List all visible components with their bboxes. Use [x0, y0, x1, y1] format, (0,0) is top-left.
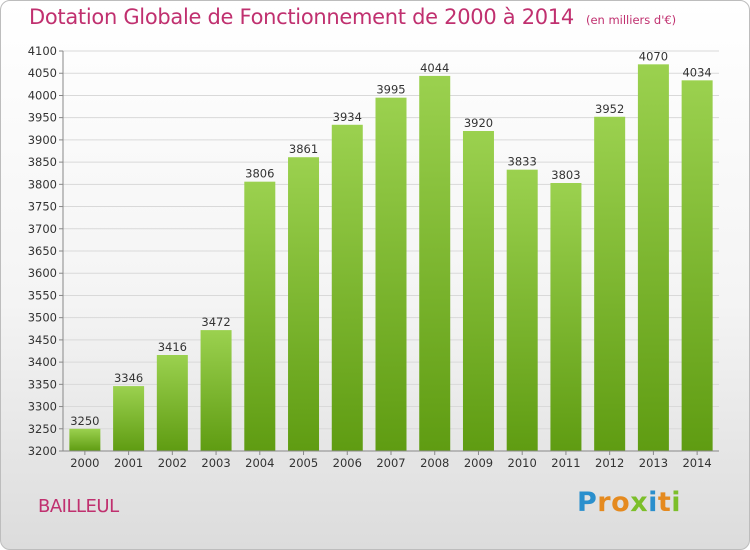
y-tick-label: 3850: [28, 155, 57, 169]
y-tick-label: 3450: [28, 333, 57, 347]
chart-unit-note: (en milliers d'€): [585, 13, 677, 27]
data-label: 3861: [289, 142, 318, 156]
x-tick-label: 2000: [70, 456, 99, 470]
data-label: 4044: [420, 61, 449, 75]
x-tick-label: 2008: [420, 456, 449, 470]
bar: [681, 80, 713, 451]
bar: [288, 157, 320, 451]
data-label: 3416: [158, 340, 187, 354]
y-tick-label: 3250: [28, 422, 57, 436]
logo-letter: i: [648, 487, 658, 518]
bar: [375, 97, 407, 452]
y-tick-label: 3300: [28, 400, 57, 414]
x-tick-label: 2007: [376, 456, 405, 470]
bar: [637, 64, 669, 452]
y-tick-label: 3700: [28, 222, 57, 236]
proxiti-logo: Proxiti: [577, 487, 681, 518]
chart-title-block: Dotation Globale de Fonctionnement de 20…: [29, 5, 676, 29]
axes: 3200 3250 3300 3350 3400 3450 3500 3550 3600 3650…: [28, 44, 719, 470]
logo-letter: x: [630, 487, 649, 518]
y-tick-label: 4050: [28, 66, 57, 80]
data-label: 4034: [682, 65, 711, 79]
y-tick-label: 3650: [28, 244, 57, 258]
bar: [506, 169, 538, 451]
y-tick-label: 4100: [28, 44, 57, 58]
data-label: 3472: [201, 315, 230, 329]
data-label: 3806: [245, 167, 274, 181]
x-tick-label: 2010: [508, 456, 537, 470]
y-tick-label: 3550: [28, 288, 57, 302]
x-tick-label: 2013: [639, 456, 668, 470]
logo-letter: i: [671, 487, 682, 518]
chart-title: Dotation Globale de Fonctionnement de 20…: [29, 5, 574, 29]
y-tick-label: 3750: [28, 200, 57, 214]
x-tick-label: 2001: [114, 456, 143, 470]
x-tick-label: 2004: [245, 456, 274, 470]
y-tick-label: 3200: [28, 444, 57, 458]
data-label: 3920: [464, 116, 493, 130]
data-label: 3803: [551, 168, 580, 182]
data-label: 3934: [333, 110, 362, 124]
y-tick-label: 3350: [28, 377, 57, 391]
x-tick-label: 2002: [158, 456, 187, 470]
logo-letter: r: [597, 487, 612, 518]
data-label: 3346: [114, 371, 143, 385]
x-tick-label: 2005: [289, 456, 318, 470]
bar: [550, 183, 582, 451]
x-tick-label: 2009: [464, 456, 493, 470]
bar: [419, 75, 451, 451]
y-tick-label: 3400: [28, 355, 57, 369]
y-tick-label: 3600: [28, 266, 57, 280]
y-tick-label: 3800: [28, 177, 57, 191]
logo-letter: P: [577, 487, 598, 518]
bar: [594, 116, 626, 452]
y-tick-label: 3500: [28, 311, 57, 325]
commune-name: BAILLEUL: [38, 496, 119, 517]
x-tick-label: 2003: [201, 456, 230, 470]
bar: [113, 386, 145, 451]
y-tick-label: 3950: [28, 111, 57, 125]
x-tick-label: 2006: [333, 456, 362, 470]
data-label: 3833: [508, 155, 537, 169]
bar: [200, 330, 232, 451]
data-label: 3250: [70, 414, 99, 428]
bar: [462, 131, 494, 451]
x-tick-label: 2012: [595, 456, 624, 470]
bars: 3250 3346 3416 3472 3806 3861 3934 3995 4044 3920…: [69, 49, 713, 452]
logo-letter: t: [657, 487, 672, 518]
data-label: 3952: [595, 102, 624, 116]
bar: [331, 124, 363, 452]
data-label: 3995: [376, 83, 405, 97]
data-label: 4070: [639, 49, 668, 63]
bar: [156, 355, 188, 451]
x-tick-label: 2014: [682, 456, 711, 470]
x-tick-label: 2011: [551, 456, 580, 470]
bar: [244, 181, 276, 451]
y-tick-label: 3900: [28, 133, 57, 147]
y-tick-label: 4000: [28, 88, 57, 102]
bar: [69, 428, 101, 451]
logo-letter: o: [611, 487, 631, 518]
